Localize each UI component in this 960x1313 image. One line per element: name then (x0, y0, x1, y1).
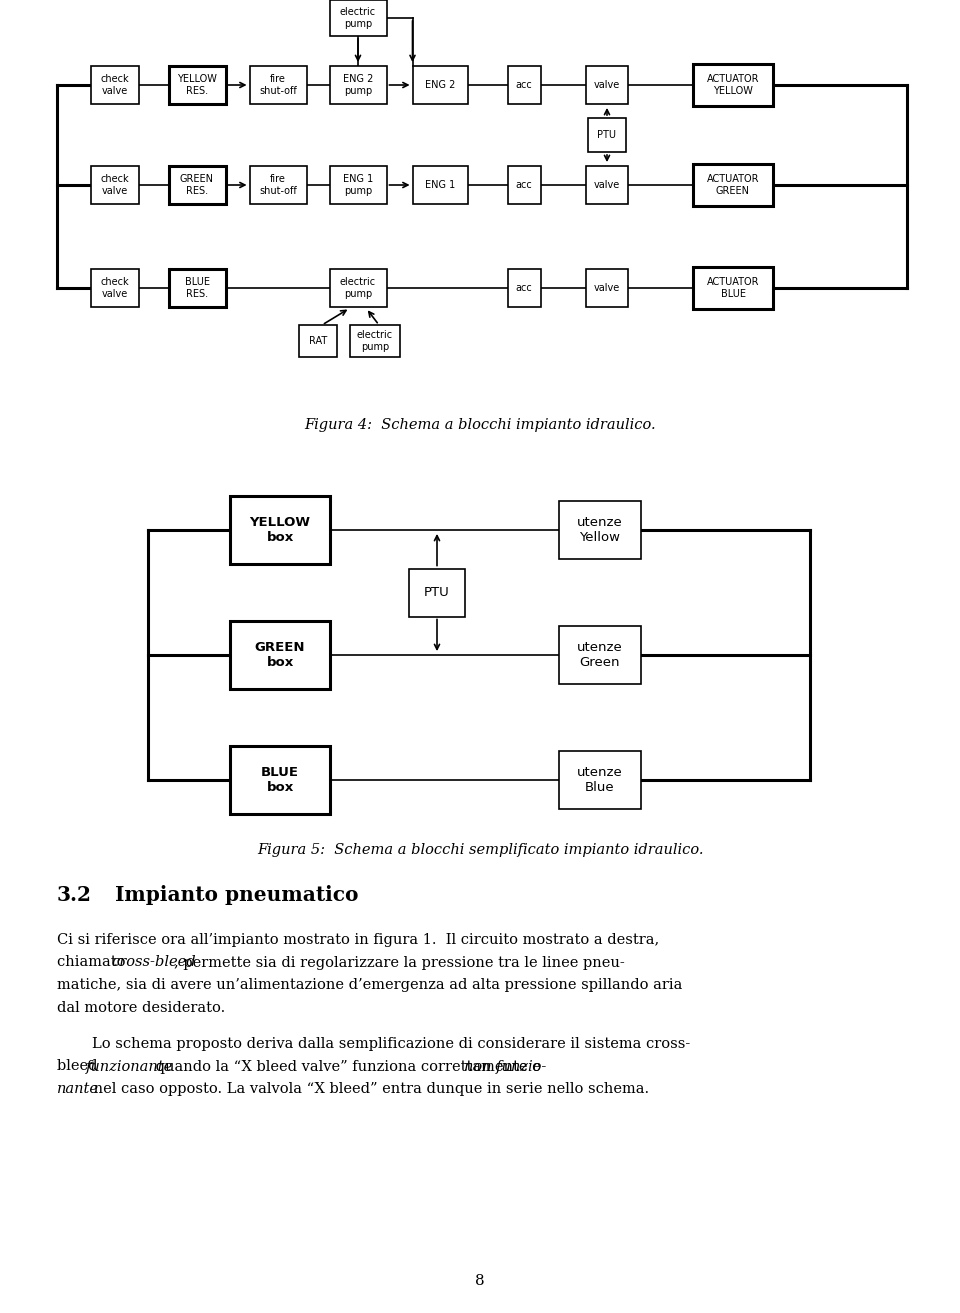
Text: ENG 1
pump: ENG 1 pump (343, 175, 373, 196)
FancyBboxPatch shape (586, 165, 628, 204)
Text: electric
pump: electric pump (340, 277, 376, 299)
FancyBboxPatch shape (91, 269, 139, 307)
Text: Figura 5:  Schema a blocchi semplificato impianto idraulico.: Figura 5: Schema a blocchi semplificato … (256, 843, 704, 857)
Text: 3.2: 3.2 (57, 885, 92, 905)
Text: utenze
Yellow: utenze Yellow (577, 516, 623, 544)
Text: bleed: bleed (57, 1060, 102, 1074)
FancyBboxPatch shape (413, 165, 468, 204)
Text: Lo schema proposto deriva dalla semplificazione di considerare il sistema cross-: Lo schema proposto deriva dalla semplifi… (92, 1037, 690, 1050)
FancyBboxPatch shape (508, 269, 540, 307)
FancyBboxPatch shape (329, 165, 387, 204)
Text: Impianto pneumatico: Impianto pneumatico (115, 885, 358, 905)
Text: BLUE
RES.: BLUE RES. (184, 277, 209, 299)
Text: funzionante: funzionante (86, 1060, 173, 1074)
Text: cross-bleed: cross-bleed (111, 956, 196, 969)
FancyBboxPatch shape (299, 326, 337, 357)
FancyBboxPatch shape (250, 165, 306, 204)
Text: matiche, sia di avere un’alimentazione d’emergenza ad alta pressione spillando a: matiche, sia di avere un’alimentazione d… (57, 978, 683, 993)
Text: non funzio-: non funzio- (464, 1060, 546, 1074)
Text: check
valve: check valve (101, 277, 130, 299)
Text: ACTUATOR
GREEN: ACTUATOR GREEN (707, 175, 759, 196)
Text: fire
shut-off: fire shut-off (259, 175, 297, 196)
Text: valve: valve (594, 180, 620, 190)
Text: acc: acc (516, 284, 533, 293)
Text: nante: nante (57, 1082, 99, 1096)
FancyBboxPatch shape (169, 165, 226, 204)
FancyBboxPatch shape (559, 502, 641, 559)
Text: ACTUATOR
BLUE: ACTUATOR BLUE (707, 277, 759, 299)
FancyBboxPatch shape (91, 66, 139, 104)
FancyBboxPatch shape (693, 164, 773, 206)
Text: , permette sia di regolarizzare la pressione tra le linee pneu-: , permette sia di regolarizzare la press… (174, 956, 625, 969)
Text: ACTUATOR
YELLOW: ACTUATOR YELLOW (707, 75, 759, 96)
Text: Figura 4:  Schema a blocchi impianto idraulico.: Figura 4: Schema a blocchi impianto idra… (304, 418, 656, 432)
Text: Ci si riferisce ora all’impianto mostrato in figura 1.  Il circuito mostrato a d: Ci si riferisce ora all’impianto mostrat… (57, 934, 660, 947)
Text: quando la “X bleed valve” funziona correttamente e: quando la “X bleed valve” funziona corre… (151, 1060, 545, 1074)
Text: valve: valve (594, 80, 620, 91)
Text: RAT: RAT (309, 336, 327, 347)
FancyBboxPatch shape (230, 496, 330, 565)
FancyBboxPatch shape (169, 269, 226, 307)
Text: GREEN
RES.: GREEN RES. (180, 175, 214, 196)
FancyBboxPatch shape (91, 165, 139, 204)
Text: BLUE
box: BLUE box (261, 765, 299, 794)
Text: electric
pump: electric pump (357, 330, 393, 352)
FancyBboxPatch shape (693, 64, 773, 106)
FancyBboxPatch shape (413, 66, 468, 104)
Text: check
valve: check valve (101, 75, 130, 96)
FancyBboxPatch shape (250, 66, 306, 104)
Text: GREEN
box: GREEN box (254, 641, 305, 670)
Text: PTU: PTU (597, 130, 616, 140)
FancyBboxPatch shape (588, 118, 626, 152)
Text: 8: 8 (475, 1274, 485, 1288)
Text: dal motore desiderato.: dal motore desiderato. (57, 1001, 226, 1015)
Text: acc: acc (516, 180, 533, 190)
FancyBboxPatch shape (409, 569, 465, 617)
FancyBboxPatch shape (508, 165, 540, 204)
Text: YELLOW
RES.: YELLOW RES. (177, 75, 217, 96)
Text: valve: valve (594, 284, 620, 293)
FancyBboxPatch shape (693, 267, 773, 309)
Text: acc: acc (516, 80, 533, 91)
FancyBboxPatch shape (329, 0, 387, 35)
FancyBboxPatch shape (230, 746, 330, 814)
Text: ENG 2: ENG 2 (425, 80, 455, 91)
FancyBboxPatch shape (559, 626, 641, 684)
FancyBboxPatch shape (508, 66, 540, 104)
Text: utenze
Green: utenze Green (577, 641, 623, 670)
Text: ENG 2
pump: ENG 2 pump (343, 75, 373, 96)
FancyBboxPatch shape (329, 66, 387, 104)
Text: chiamato: chiamato (57, 956, 131, 969)
Text: ENG 1: ENG 1 (425, 180, 455, 190)
Text: check
valve: check valve (101, 175, 130, 196)
FancyBboxPatch shape (350, 326, 400, 357)
FancyBboxPatch shape (230, 621, 330, 689)
Text: utenze
Blue: utenze Blue (577, 765, 623, 794)
FancyBboxPatch shape (586, 269, 628, 307)
Text: nel caso opposto. La valvola “X bleed” entra dunque in serie nello schema.: nel caso opposto. La valvola “X bleed” e… (89, 1082, 649, 1096)
Text: electric
pump: electric pump (340, 7, 376, 29)
FancyBboxPatch shape (329, 269, 387, 307)
Text: PTU: PTU (424, 586, 450, 599)
FancyBboxPatch shape (169, 66, 226, 104)
Text: fire
shut-off: fire shut-off (259, 75, 297, 96)
Text: YELLOW
box: YELLOW box (250, 516, 310, 544)
FancyBboxPatch shape (586, 66, 628, 104)
FancyBboxPatch shape (559, 751, 641, 809)
